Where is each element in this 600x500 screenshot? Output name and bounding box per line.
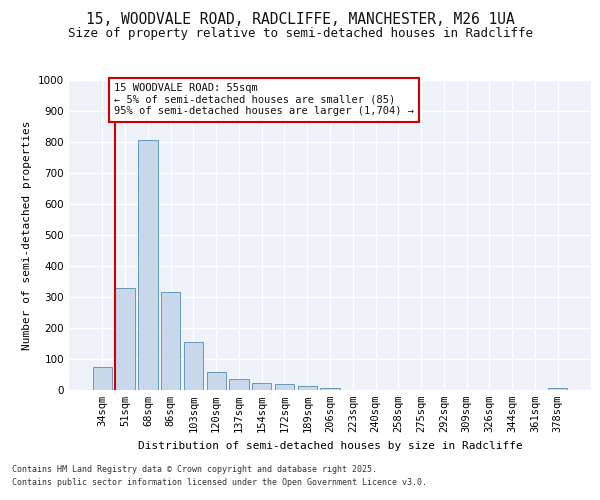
Bar — [252, 383, 271, 390]
Text: 15, WOODVALE ROAD, RADCLIFFE, MANCHESTER, M26 1UA: 15, WOODVALE ROAD, RADCLIFFE, MANCHESTER… — [86, 12, 514, 28]
Text: 15 WOODVALE ROAD: 55sqm
← 5% of semi-detached houses are smaller (85)
95% of sem: 15 WOODVALE ROAD: 55sqm ← 5% of semi-det… — [114, 83, 414, 116]
Bar — [548, 388, 567, 390]
Bar — [320, 388, 340, 390]
Bar — [93, 367, 112, 390]
Bar — [138, 140, 158, 390]
Bar — [206, 372, 226, 390]
Bar — [229, 379, 248, 390]
Text: Size of property relative to semi-detached houses in Radcliffe: Size of property relative to semi-detach… — [67, 28, 533, 40]
Y-axis label: Number of semi-detached properties: Number of semi-detached properties — [22, 120, 32, 350]
Bar — [275, 384, 294, 390]
Bar — [115, 288, 135, 390]
Bar — [161, 292, 181, 390]
Text: Contains HM Land Registry data © Crown copyright and database right 2025.: Contains HM Land Registry data © Crown c… — [12, 466, 377, 474]
X-axis label: Distribution of semi-detached houses by size in Radcliffe: Distribution of semi-detached houses by … — [137, 440, 523, 450]
Text: Contains public sector information licensed under the Open Government Licence v3: Contains public sector information licen… — [12, 478, 427, 487]
Bar — [184, 342, 203, 390]
Bar — [298, 386, 317, 390]
